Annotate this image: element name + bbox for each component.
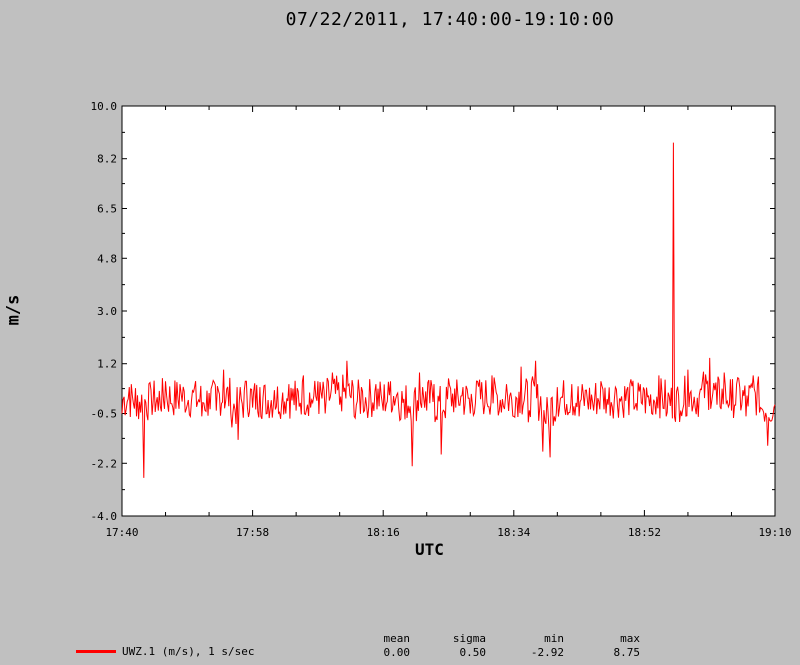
x-tick-label: 17:40 [105, 526, 138, 539]
y-tick-label: -4.0 [91, 510, 118, 523]
series-line-uwz1 [121, 142, 776, 478]
stat-min-header: min [544, 632, 564, 645]
x-tick-label: 17:58 [236, 526, 269, 539]
x-axis-label: UTC [415, 540, 444, 559]
stat-sigma: sigma 0.50 [450, 632, 486, 660]
stat-sigma-header: sigma [452, 632, 486, 645]
stat-min: min -2.92 [520, 632, 564, 660]
stat-max-header: max [620, 632, 640, 645]
y-tick-label: 10.0 [91, 100, 118, 113]
y-tick-label: 1.2 [97, 358, 117, 371]
x-tick-label: 19:10 [758, 526, 791, 539]
stat-mean-header: mean [383, 632, 411, 645]
legend: UWZ.1 (m/s), 1 s/sec [76, 645, 254, 658]
stat-sigma-value: 0.50 [459, 646, 487, 659]
y-tick-label: -0.5 [91, 408, 118, 421]
plot-frame [121, 105, 776, 517]
stat-min-value: -2.92 [530, 646, 564, 659]
stat-mean: mean 0.00 [380, 632, 411, 660]
y-tick-label: 6.5 [97, 203, 117, 216]
x-tick-label: 18:52 [628, 526, 661, 539]
x-tick-label: 18:16 [367, 526, 400, 539]
x-tick-label: 18:34 [497, 526, 530, 539]
stat-mean-value: 0.00 [383, 646, 411, 659]
y-tick-label: 8.2 [97, 153, 117, 166]
y-tick-label: -2.2 [91, 457, 118, 470]
legend-swatch [76, 650, 116, 653]
chart-title: 07/22/2011, 17:40:00-19:10:00 [285, 9, 615, 30]
stat-max-value: 8.75 [613, 646, 641, 659]
y-tick-label: 4.8 [97, 252, 117, 265]
legend-label: UWZ.1 (m/s), 1 s/sec [122, 645, 255, 658]
stat-max: max 8.75 [605, 632, 641, 660]
y-tick-label: 3.0 [97, 305, 117, 318]
